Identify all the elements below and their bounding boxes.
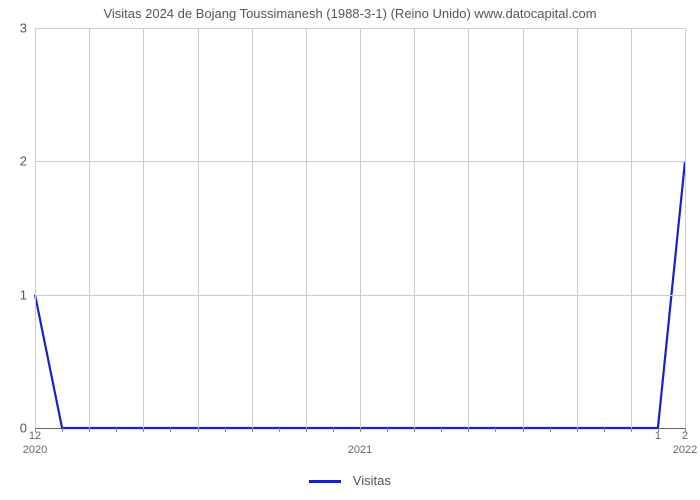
legend: Visitas xyxy=(0,473,700,488)
x-minor-tick xyxy=(414,428,415,432)
grid-vertical xyxy=(414,28,415,428)
grid-vertical xyxy=(631,28,632,428)
grid-vertical xyxy=(360,28,361,428)
x-minor-tick xyxy=(495,428,496,432)
legend-label: Visitas xyxy=(353,473,391,488)
grid-vertical xyxy=(143,28,144,428)
grid-vertical xyxy=(306,28,307,428)
chart-title: Visitas 2024 de Bojang Toussimanesh (198… xyxy=(0,6,700,21)
x-minor-tick xyxy=(170,428,171,432)
x-minor-tick xyxy=(550,428,551,432)
grid-vertical xyxy=(198,28,199,428)
grid-horizontal xyxy=(35,161,685,162)
grid-vertical xyxy=(89,28,90,428)
x-year-label: 2020 xyxy=(23,428,47,456)
x-minor-tick xyxy=(279,428,280,432)
y-tick-label: 3 xyxy=(20,21,35,36)
x-minor-tick xyxy=(306,428,307,432)
x-month-label: 1 xyxy=(655,428,661,442)
plot-area: 01231212202020212022 xyxy=(35,28,685,429)
grid-horizontal xyxy=(35,28,685,29)
y-tick-label: 1 xyxy=(20,287,35,302)
x-minor-tick xyxy=(198,428,199,432)
x-minor-tick xyxy=(523,428,524,432)
x-year-label: 2022 xyxy=(673,428,697,456)
y-tick-label: 2 xyxy=(20,154,35,169)
x-minor-tick xyxy=(468,428,469,432)
grid-vertical xyxy=(252,28,253,428)
x-minor-tick xyxy=(333,428,334,432)
legend-swatch xyxy=(309,480,341,483)
x-minor-tick xyxy=(62,428,63,432)
x-year-label: 2021 xyxy=(348,428,372,456)
x-minor-tick xyxy=(604,428,605,432)
x-minor-tick xyxy=(143,428,144,432)
x-minor-tick xyxy=(116,428,117,432)
grid-vertical xyxy=(685,28,686,428)
grid-horizontal xyxy=(35,295,685,296)
grid-vertical xyxy=(577,28,578,428)
x-minor-tick xyxy=(387,428,388,432)
grid-vertical xyxy=(35,28,36,428)
grid-vertical xyxy=(523,28,524,428)
x-minor-tick xyxy=(225,428,226,432)
x-minor-tick xyxy=(631,428,632,432)
x-minor-tick xyxy=(577,428,578,432)
x-minor-tick xyxy=(89,428,90,432)
x-minor-tick xyxy=(252,428,253,432)
grid-vertical xyxy=(468,28,469,428)
x-minor-tick xyxy=(441,428,442,432)
